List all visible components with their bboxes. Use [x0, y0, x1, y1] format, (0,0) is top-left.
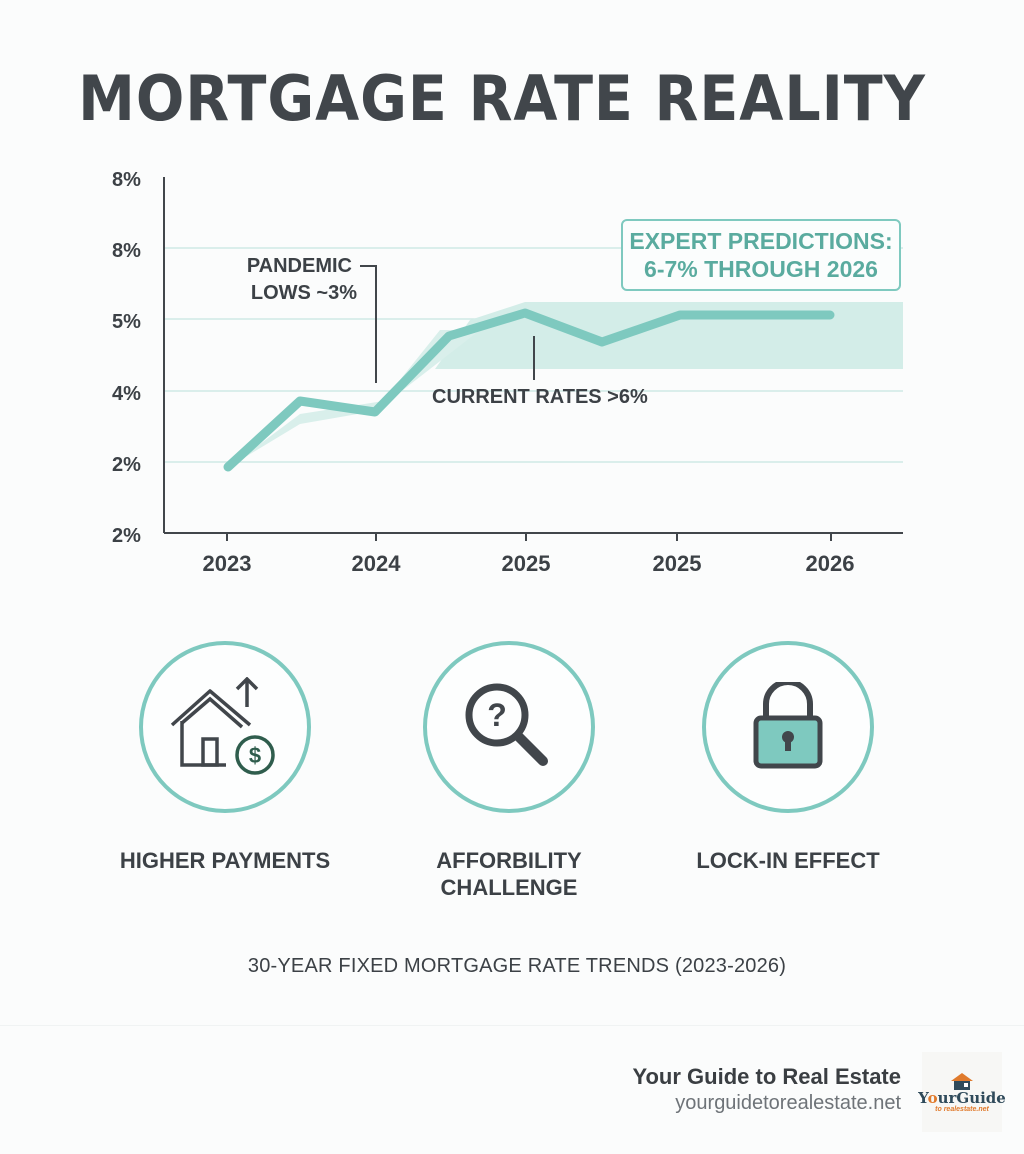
brand-url[interactable]: yourguidetorealestate.net — [675, 1092, 901, 1114]
y-tick-5: 2% — [112, 525, 141, 547]
prediction-line2: 6-7% THROUGH 2026 — [644, 256, 878, 282]
house-dollar-up-icon: $ — [170, 677, 275, 775]
magnifier-question-icon: ? — [465, 683, 548, 766]
rate-line — [223, 308, 835, 472]
annotation-pandemic-line1: PANDEMIC — [247, 255, 352, 277]
y-tick-0: 8% — [112, 169, 141, 191]
feature-circle: $ — [139, 641, 311, 813]
y-tick-4: 2% — [112, 454, 141, 476]
x-tick-4: 2026 — [806, 551, 855, 576]
prediction-line1: EXPERT PREDICTIONS: — [629, 228, 893, 254]
logo-subtext: to realestate.net — [935, 1105, 989, 1113]
brand-name: Your Guide to Real Estate — [632, 1064, 901, 1089]
y-tick-1: 8% — [112, 240, 141, 262]
svg-text:?: ? — [487, 697, 507, 733]
page-title: MORTGAGE RATE REALITY — [78, 62, 926, 135]
feature-circle: ? — [423, 641, 595, 813]
feature-circle — [702, 641, 874, 813]
house-logo-icon — [951, 1072, 973, 1090]
x-tick-3: 2025 — [653, 551, 702, 576]
feature-label: HIGHER PAYMENTS — [119, 848, 331, 873]
annotation-current-rates: CURRENT RATES >6% — [432, 386, 648, 408]
feature-label: LOCK-IN EFFECT — [696, 848, 880, 873]
x-tick-2: 2025 — [502, 551, 551, 576]
y-tick-3: 4% — [112, 383, 141, 405]
feature-label-line1: AFFORBILITY — [436, 848, 582, 873]
prediction-callout: EXPERT PREDICTIONS: 6-7% THROUGH 2026 — [621, 219, 901, 291]
y-tick-2: 5% — [112, 311, 141, 333]
annotation-pandemic-line2: LOWS ~3% — [251, 282, 357, 304]
feature-affordability: ? AFFORBILITY CHALLENGE — [399, 641, 619, 901]
brand-logo: YourGuide to realestate.net — [918, 1052, 1006, 1132]
x-tick-0: 2023 — [203, 551, 252, 576]
footer-divider — [0, 1025, 1024, 1026]
feature-lock-in: LOCK-IN EFFECT — [678, 641, 898, 874]
x-tick-1: 2024 — [352, 551, 402, 576]
svg-text:$: $ — [249, 743, 261, 768]
feature-higher-payments: $ HIGHER PAYMENTS — [115, 641, 335, 874]
chart-caption: 30-YEAR FIXED MORTGAGE RATE TRENDS (2023… — [247, 955, 787, 977]
feature-label-line2: CHALLENGE — [440, 875, 578, 900]
rate-chart: 8% 8% 5% 4% 2% 2% 2023 2024 2025 2025 20… — [112, 169, 903, 576]
padlock-icon — [753, 682, 823, 769]
brand-block: Your Guide to Real Estate yourguidetorea… — [632, 1064, 901, 1115]
